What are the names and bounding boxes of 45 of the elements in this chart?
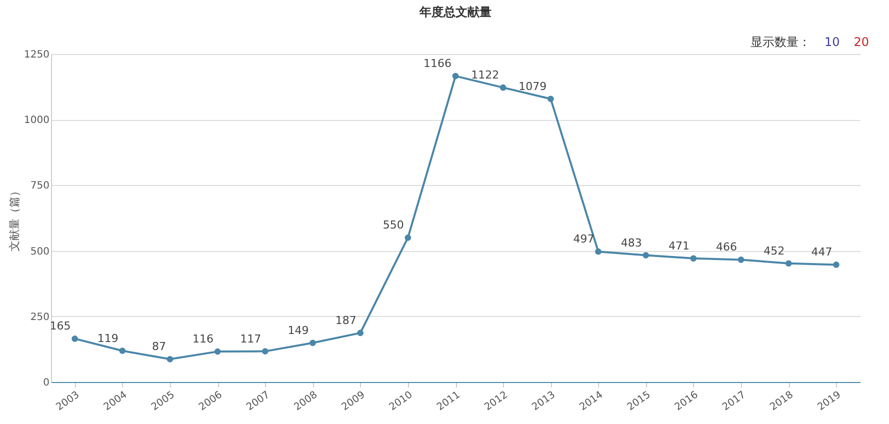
point [119,348,126,354]
text: 显示数量： [750,35,810,49]
point [595,248,602,255]
chart-title: 年度总文献量 [418,5,492,19]
data-label: 187 [335,314,356,327]
point [642,252,650,258]
data-label: 1122 [471,68,500,82]
point [548,96,554,102]
data-label: 119 [97,332,118,345]
point [262,348,268,354]
y-tick-label: 250 [30,312,50,323]
data-label: 1079 [518,80,547,93]
y-tick-label: 500 [30,246,50,258]
point [214,348,221,355]
data-label: 447 [811,246,832,259]
data-label: 471 [668,239,690,252]
text: 10 [824,35,840,49]
data-label: 116 [192,332,214,346]
data-label: 117 [240,332,262,346]
point [72,336,78,342]
point [452,72,459,80]
data-label: 165 [50,320,71,333]
data-label: 452 [764,244,785,258]
point [357,330,364,336]
data-label: 149 [288,324,309,337]
point [166,356,174,362]
data-label: 497 [573,232,594,246]
point [690,255,697,262]
y-tick-label: 1250 [24,50,50,60]
y-tick-label: 1000 [24,115,50,126]
data-label: 1166 [424,57,452,70]
text: 20 [854,35,869,49]
point [833,262,840,268]
y-axis-title: 文献量（篇） [8,186,22,252]
data-label: 466 [716,240,738,254]
data-label: 550 [382,218,404,232]
data-label: 483 [620,236,642,250]
point [404,234,412,241]
point [785,260,792,267]
y-tick-label: 0 [43,378,50,388]
point [738,256,744,263]
data-label: 87 [152,340,166,354]
y-tick-label: 750 [30,180,50,192]
point [500,84,506,91]
point [310,340,316,346]
